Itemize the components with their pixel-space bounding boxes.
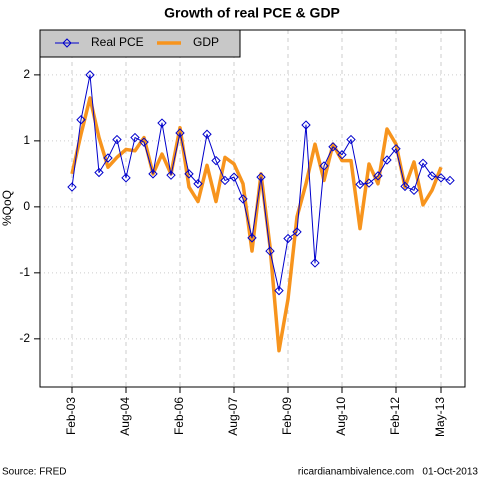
legend-marker xyxy=(62,38,72,48)
x-tick-label: Feb-12 xyxy=(388,397,402,435)
point xyxy=(85,70,95,80)
point xyxy=(355,179,365,190)
point xyxy=(166,170,176,180)
x-tick-label: Aug-07 xyxy=(226,397,240,436)
point xyxy=(157,118,167,128)
point xyxy=(130,132,140,143)
y-tick-label: 2 xyxy=(23,67,30,81)
chart-title: Growth of real PCE & GDP xyxy=(164,5,340,21)
point xyxy=(283,233,293,244)
point xyxy=(292,227,302,237)
point xyxy=(445,175,455,186)
point xyxy=(211,155,221,166)
point xyxy=(148,169,158,179)
y-tick-label: -1 xyxy=(19,265,30,279)
x-tick-label: Feb-09 xyxy=(280,397,294,435)
y-tick-label: 1 xyxy=(23,133,30,147)
y-axis-label: %QoQ xyxy=(0,190,14,226)
point xyxy=(391,144,401,154)
series-line xyxy=(70,96,443,353)
legend-label: Real PCE xyxy=(91,35,144,49)
series-line xyxy=(71,74,451,292)
x-tick-label: Aug-10 xyxy=(334,397,348,436)
point xyxy=(382,155,392,165)
point xyxy=(193,179,203,189)
point xyxy=(337,150,347,160)
point xyxy=(139,137,149,147)
plot-frame xyxy=(39,29,466,388)
point xyxy=(364,178,374,188)
point xyxy=(319,161,329,171)
point xyxy=(409,185,419,196)
point xyxy=(229,172,239,182)
x-tick-label: Feb-06 xyxy=(172,397,186,435)
point xyxy=(373,171,383,181)
legend-label: GDP xyxy=(193,35,219,49)
point xyxy=(346,134,356,145)
point xyxy=(418,158,428,169)
point xyxy=(328,142,338,152)
point xyxy=(238,194,248,204)
x-tick-label: Feb-03 xyxy=(64,397,78,435)
point xyxy=(265,246,275,256)
point xyxy=(112,134,122,145)
point xyxy=(220,175,230,186)
point xyxy=(247,233,257,243)
point xyxy=(274,285,284,296)
source: Source: FRED xyxy=(2,467,66,478)
point xyxy=(400,181,410,192)
x-tick-label: May-13 xyxy=(433,397,447,437)
point xyxy=(76,115,86,125)
y-tick-label: -2 xyxy=(19,331,30,345)
point xyxy=(175,128,185,138)
y-tick-label: 0 xyxy=(23,199,30,213)
credit: ricardianambivalence.com 01-Oct-2013 xyxy=(298,467,479,478)
point xyxy=(94,167,104,178)
point xyxy=(436,173,446,183)
point xyxy=(184,169,194,179)
point xyxy=(427,171,437,181)
point xyxy=(202,129,212,139)
point xyxy=(121,173,131,183)
point xyxy=(103,153,113,163)
x-tick-label: Aug-04 xyxy=(118,397,132,436)
point xyxy=(256,172,266,182)
point xyxy=(301,120,311,130)
point xyxy=(67,182,77,192)
point xyxy=(310,258,320,268)
